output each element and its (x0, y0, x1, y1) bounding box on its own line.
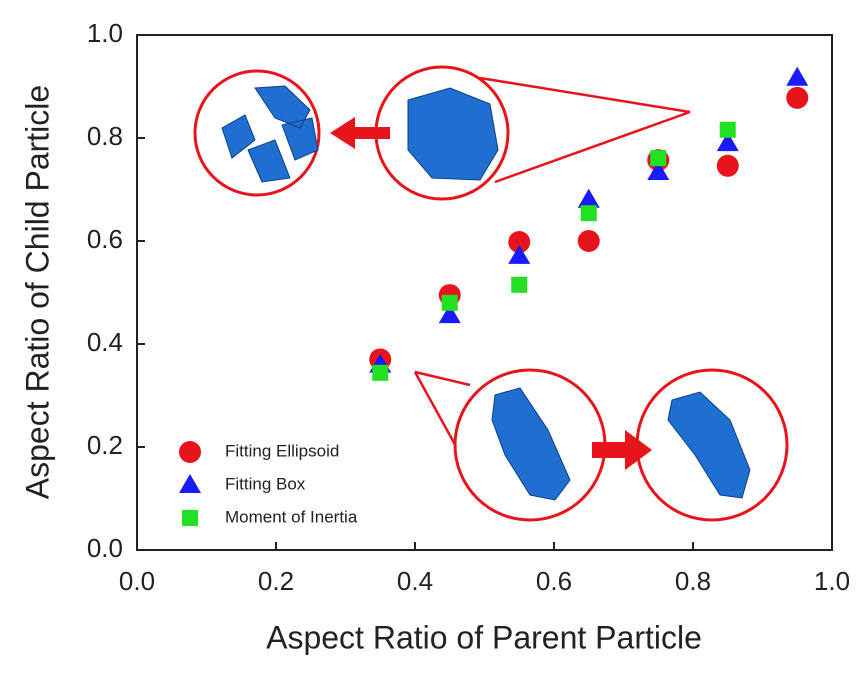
marker-square (581, 205, 597, 221)
inset-top (195, 67, 690, 199)
y-tick-label: 0.2 (87, 430, 123, 460)
x-tick-label: 0.8 (675, 566, 711, 596)
marker-square (442, 295, 458, 311)
y-tick-label: 0.8 (87, 121, 123, 151)
x-tick-label: 0.4 (397, 566, 433, 596)
x-tick-label: 0.2 (258, 566, 294, 596)
legend-label: Fitting Ellipsoid (225, 441, 339, 460)
x-tick-label: 0.0 (119, 566, 155, 596)
marker-triangle (179, 474, 201, 493)
page: Aspect Ratio of Parent Particle Aspect R… (0, 0, 864, 679)
marker-square (511, 277, 527, 293)
y-tick-label: 0.4 (87, 327, 123, 357)
marker-triangle (578, 189, 600, 208)
marker-square (182, 510, 198, 526)
marker-triangle (786, 67, 808, 86)
y-tick-label: 0.6 (87, 224, 123, 254)
marker-square (650, 150, 666, 166)
marker-square (720, 122, 736, 138)
x-axis-title: Aspect Ratio of Parent Particle (266, 619, 702, 655)
y-axis-title: Aspect Ratio of Child Particle (19, 85, 55, 499)
x-tick-label: 0.6 (536, 566, 572, 596)
inset-bottom (415, 370, 787, 520)
particle (408, 88, 498, 180)
marker-circle (717, 155, 739, 177)
legend-label: Fitting Box (225, 474, 306, 493)
y-tick-label: 1.0 (87, 18, 123, 48)
callout-line (480, 78, 690, 112)
chart: Aspect Ratio of Parent Particle Aspect R… (0, 0, 864, 674)
marker-circle (179, 441, 201, 463)
callout-line (415, 372, 470, 385)
marker-circle (578, 230, 600, 252)
marker-square (372, 365, 388, 381)
marker-circle (786, 87, 808, 109)
y-tick-label: 0.0 (87, 533, 123, 563)
legend-label: Moment of Inertia (225, 507, 358, 526)
x-tick-label: 1.0 (814, 566, 850, 596)
